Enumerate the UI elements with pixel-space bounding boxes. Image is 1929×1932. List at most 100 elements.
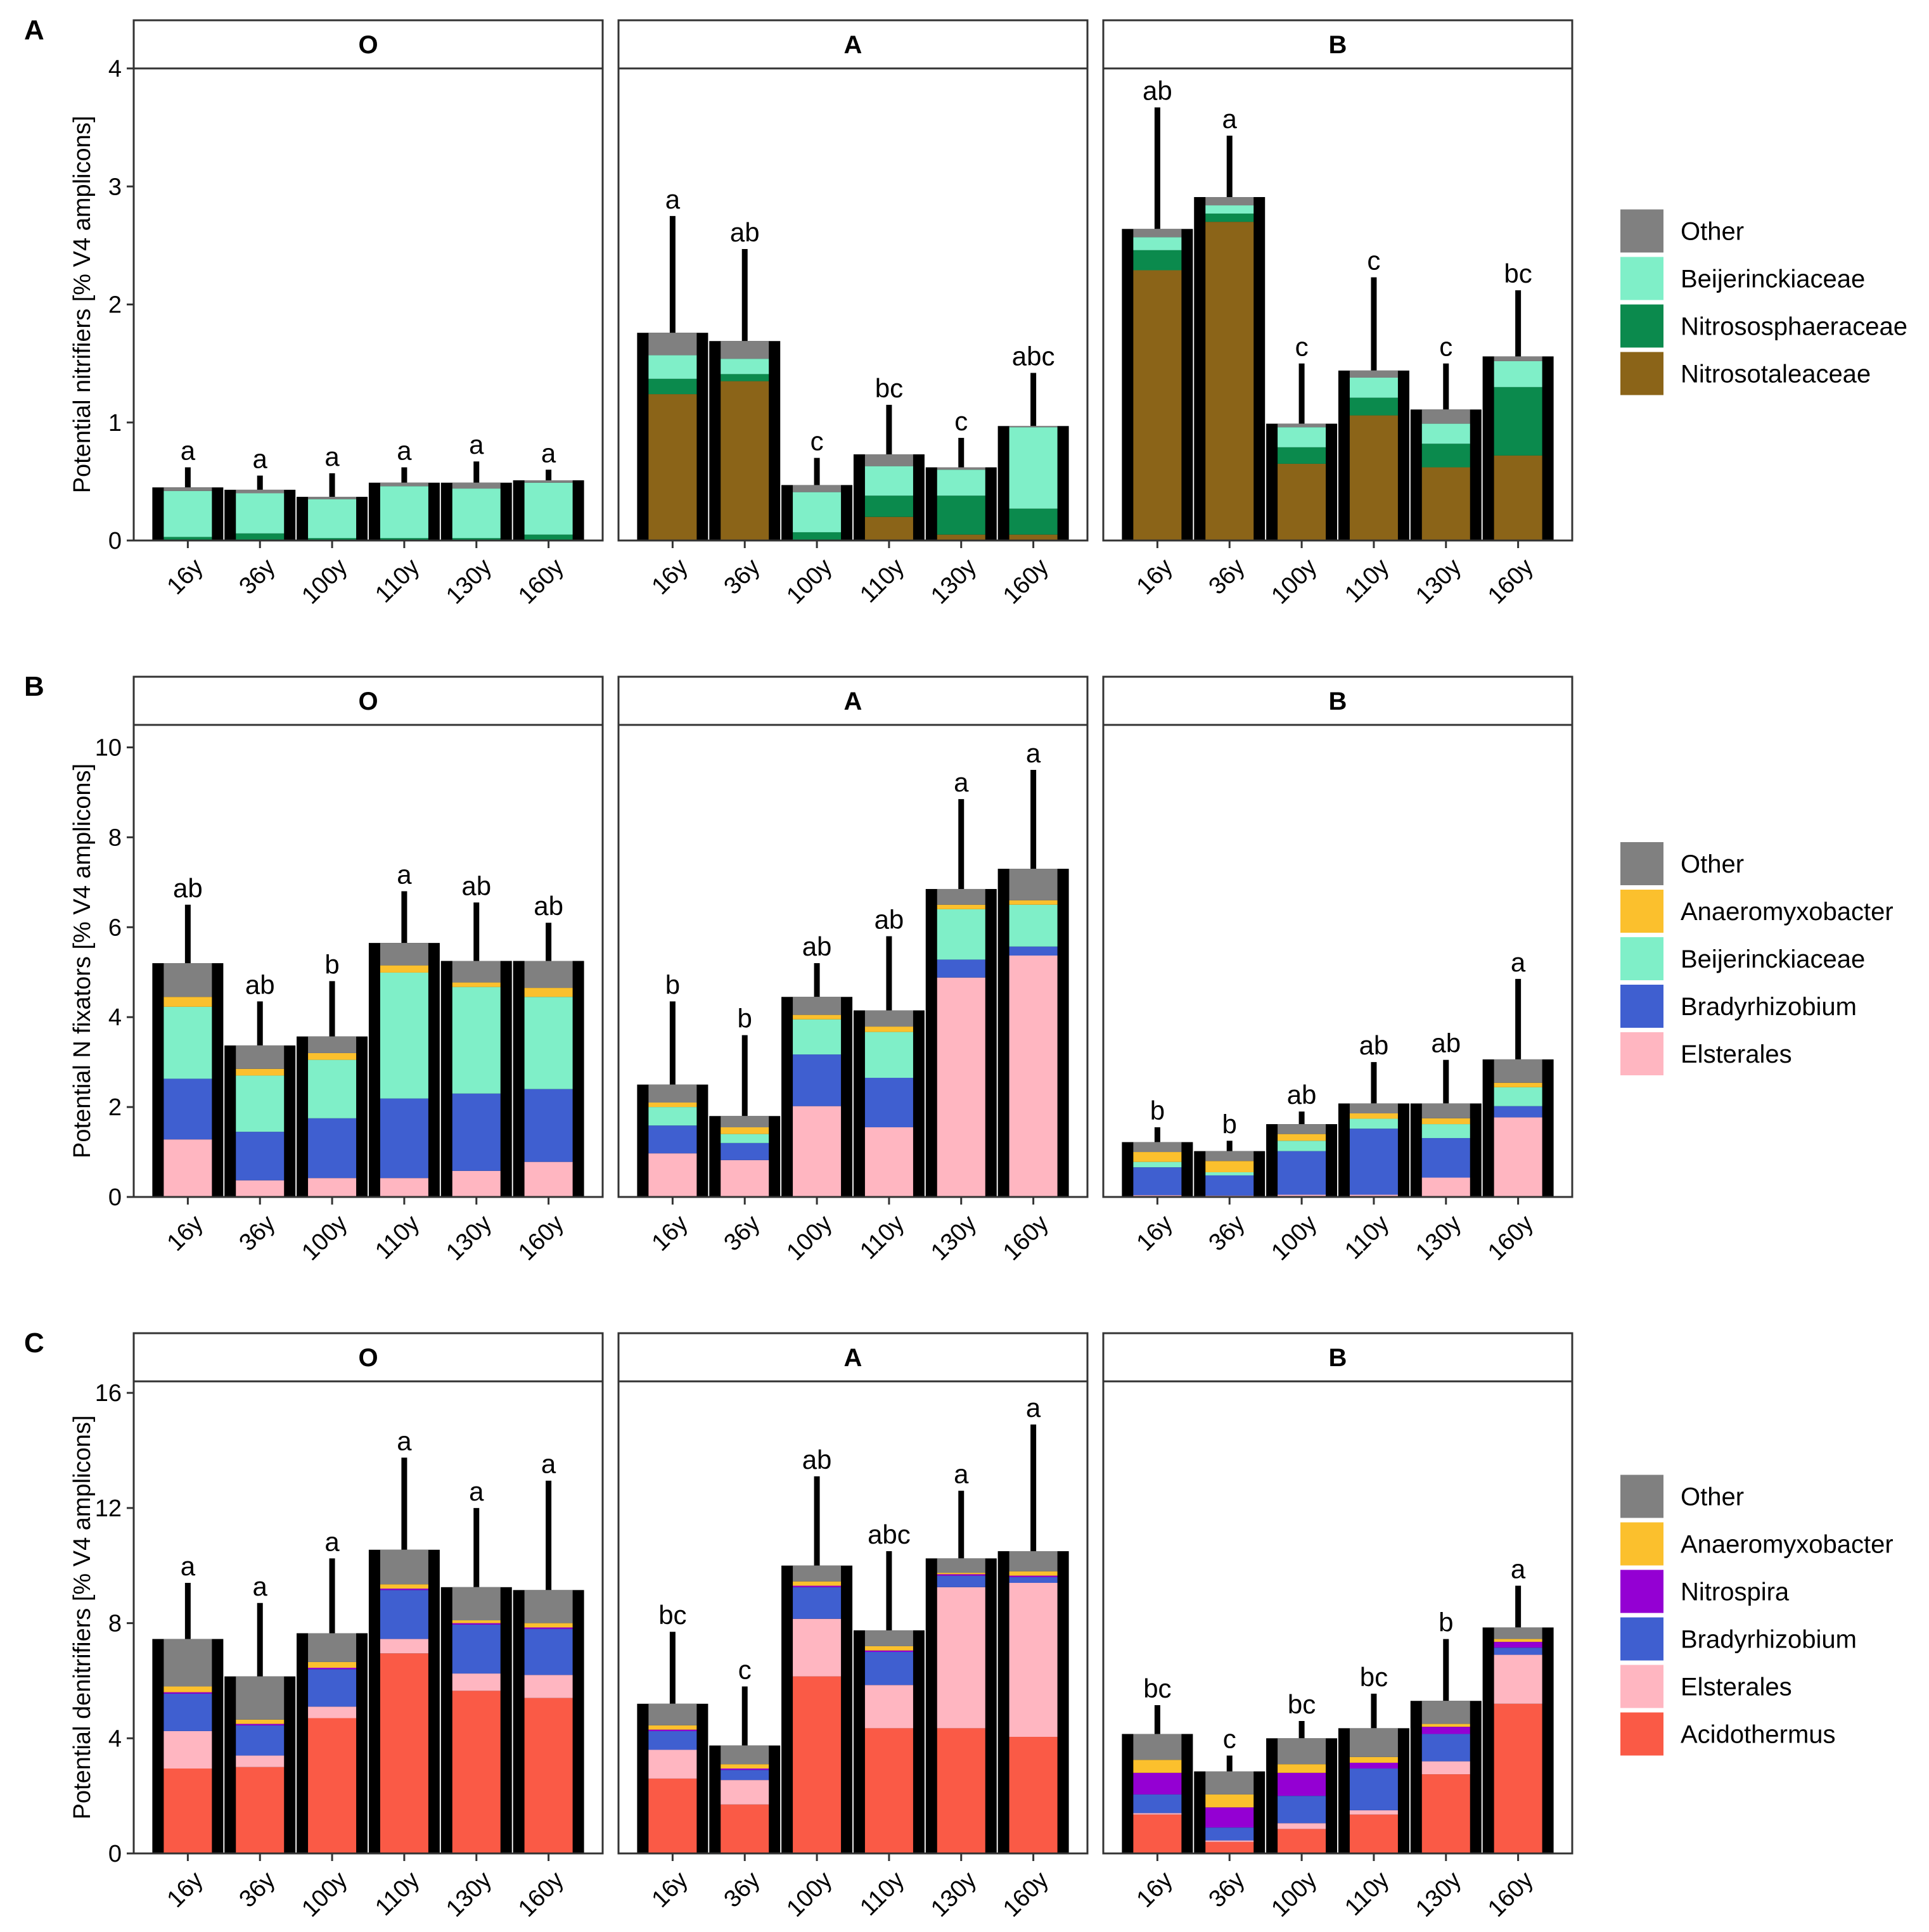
x-tick-label: 16y: [647, 554, 693, 600]
x-tick-label: 36y: [1204, 1210, 1250, 1257]
bar-segment-bradyrhizobium: [308, 1669, 357, 1707]
bar-segment-bradyrhizobium: [1278, 1151, 1326, 1195]
x-tick-label: 16y: [1132, 1867, 1178, 1913]
significance-letter: ab: [245, 969, 275, 999]
x-tick-label: 110y: [370, 1210, 425, 1265]
x-tick-label: 130y: [926, 1867, 982, 1922]
x-tick-label: 130y: [441, 1867, 497, 1922]
significance-letter: a: [1222, 104, 1238, 134]
significance-letter: ab: [534, 891, 563, 921]
significance-letter: b: [665, 969, 680, 999]
legend-swatch-elsterales: [1620, 1665, 1663, 1708]
bar-segment-anaeromyxobacter: [308, 1661, 357, 1668]
bar-segment-other: [524, 1590, 573, 1623]
bar-segment-anaeromyxobacter: [163, 997, 212, 1007]
bar-segment-bradyrhizobium: [1494, 1647, 1542, 1655]
legend-swatch-other: [1620, 1475, 1663, 1518]
bar-segment-beijerinckiaceae: [380, 972, 428, 1099]
significance-letter: ab: [461, 871, 491, 900]
significance-letter: a: [324, 442, 340, 471]
bar-segment-bradyrhizobium: [1349, 1768, 1398, 1810]
bar-segment-bradyrhizobium: [1205, 1175, 1254, 1196]
significance-letter: a: [541, 438, 556, 468]
bar-segment-nitrososphaeraceae: [648, 378, 697, 395]
legend-label: Other: [1681, 218, 1744, 246]
bar-segment-elsterales: [1278, 1194, 1326, 1197]
significance-letter: a: [397, 436, 412, 466]
bar-segment-nitrososphaeraceae: [937, 496, 985, 535]
bar-segment-other: [1494, 356, 1542, 361]
bar-segment-bradyrhizobium: [1009, 946, 1058, 956]
bar-segment-nitrospira: [452, 1623, 501, 1625]
bar-segment-other: [452, 1587, 501, 1621]
bar-segment-other: [648, 1084, 697, 1103]
bar-segment-other: [721, 1745, 769, 1765]
legend-label: Bradyrhizobium: [1681, 1626, 1857, 1654]
bar-segment-anaeromyxobacter: [721, 1127, 769, 1134]
legend-swatch-other: [1620, 842, 1663, 885]
x-tick-label: 16y: [162, 1867, 208, 1913]
bar-segment-other: [1494, 1627, 1542, 1639]
legend-swatch-bradyrhizobium: [1620, 985, 1663, 1028]
bar-segment-acidothermus: [648, 1778, 697, 1853]
x-tick-label: 130y: [441, 1210, 497, 1266]
bar-segment-bradyrhizobium: [163, 1693, 212, 1731]
bar-segment-beijerinckiaceae: [163, 1006, 212, 1079]
bar-segment-nitrospira: [1494, 1642, 1542, 1648]
facet-A: Abc 16y c 36y ab 100y abc 110y a 130y a 160y: [617, 1332, 1089, 1922]
significance-letter: ab: [1143, 75, 1172, 105]
legend-label: Beijerinckiaceae: [1681, 945, 1865, 973]
facet-O: Oab 16y ab 36y b 100y a 110y ab 130y ab 160y: [132, 675, 604, 1266]
x-tick-label: 130y: [441, 554, 497, 610]
bar-segment-acidothermus: [1009, 1737, 1058, 1853]
bar-segment-acidothermus: [1494, 1703, 1542, 1853]
significance-letter: bc: [1143, 1673, 1171, 1703]
x-tick-label: 36y: [719, 1210, 766, 1257]
bar-segment-anaeromyxobacter: [452, 1620, 501, 1623]
significance-letter: c: [811, 426, 824, 456]
y-axis-label: Potential N fixators [% V4 amplicons]: [69, 764, 96, 1158]
facet-B: Bb 16y b 36y ab 100y ab 110y ab 130y a 160y: [1102, 675, 1573, 1266]
bar-segment-elsterales: [1421, 1177, 1470, 1197]
y-tick-label: 4: [108, 1725, 122, 1752]
x-tick-label: 110y: [1340, 1867, 1394, 1921]
y-tick-label: 2: [108, 1094, 122, 1121]
plot-frame: [1102, 1380, 1573, 1855]
legend-label: Beijerinckiaceae: [1681, 265, 1865, 293]
bar-segment-acidothermus: [452, 1691, 501, 1853]
facet-label: O: [358, 31, 378, 59]
bar-segment-bradyrhizobium: [1349, 1129, 1398, 1195]
bar-segment-other: [1349, 1103, 1398, 1114]
significance-letter: b: [1150, 1096, 1165, 1125]
legend-swatch-nitrospira: [1620, 1570, 1663, 1613]
bar-segment-other: [163, 487, 212, 491]
bar-segment-bradyrhizobium: [1133, 1167, 1182, 1196]
bar-segment-other: [864, 1630, 913, 1646]
facet-strip: [132, 1332, 604, 1383]
x-tick-label: 16y: [647, 1210, 693, 1257]
bar-segment-beijerinckiaceae: [1421, 1124, 1470, 1139]
plot-frame: [132, 1380, 604, 1855]
bar-segment-anaeromyxobacter: [1009, 1571, 1058, 1576]
panel-label: C: [24, 1327, 44, 1359]
significance-letter: c: [1439, 332, 1452, 362]
bar-segment-acidothermus: [380, 1653, 428, 1853]
x-tick-label: 110y: [855, 1867, 909, 1921]
bar-segment-anaeromyxobacter: [524, 1623, 573, 1628]
facet-B: Bab 16y a 36y c 100y c 110y c 130y bc 160y: [1102, 19, 1573, 610]
facet-label: O: [358, 1344, 378, 1372]
y-tick-label: 0: [108, 528, 122, 554]
bar-segment-acidothermus: [524, 1698, 573, 1853]
bar-segment-acidothermus: [236, 1767, 285, 1853]
panel-b: B Potential N fixators [% V4 amplicons] 0 2…: [24, 671, 1894, 1266]
bar-segment-other: [1205, 1151, 1254, 1161]
bar-segment-elsterales: [1009, 955, 1058, 1197]
bar-segment-beijerinckiaceae: [1494, 1087, 1542, 1106]
bar-segment-nitrosotaleaceae: [648, 394, 697, 541]
significance-letter: bc: [1288, 1689, 1316, 1719]
x-tick-label: 100y: [297, 1210, 352, 1266]
x-tick-label: 36y: [234, 1210, 281, 1257]
bar-segment-elsterales: [1009, 1582, 1058, 1737]
x-tick-label: 160y: [1483, 1210, 1539, 1266]
significance-letter: ab: [1359, 1030, 1389, 1060]
